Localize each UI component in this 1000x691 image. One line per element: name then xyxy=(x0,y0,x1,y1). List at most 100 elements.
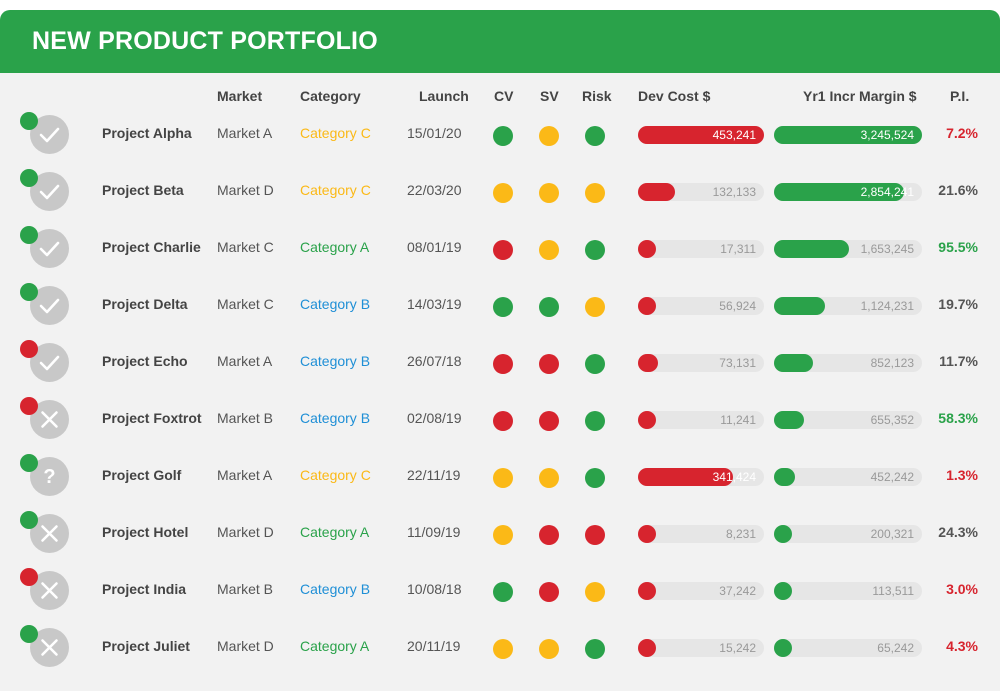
market-cell: Market B xyxy=(217,581,274,597)
dev-cost-value: 37,242 xyxy=(719,584,756,598)
project-name[interactable]: Project India xyxy=(102,581,187,597)
pi-value: 1.3% xyxy=(946,467,978,483)
market-cell: Market A xyxy=(217,353,273,369)
project-name[interactable]: Project Alpha xyxy=(102,125,192,141)
cv-status-dot xyxy=(493,582,513,602)
dev-cost-bar: 8,231 xyxy=(638,525,764,543)
dev-cost-value: 341,424 xyxy=(712,470,756,484)
project-name[interactable]: Project Echo xyxy=(102,353,188,369)
column-header-launch: Launch xyxy=(419,88,469,104)
launch-date: 10/08/18 xyxy=(407,581,462,597)
sv-status-dot xyxy=(539,354,559,374)
status-indicator: ? xyxy=(20,454,70,496)
risk-status-dot xyxy=(585,126,605,146)
pi-value: 11.7% xyxy=(939,353,978,369)
margin-bar: 3,245,524 xyxy=(774,126,922,144)
table-row[interactable]: Project Charlie Market C Category A 08/01/1… xyxy=(0,226,1000,283)
status-indicator xyxy=(20,112,70,154)
risk-status-dot xyxy=(585,183,605,203)
pi-value: 95.5% xyxy=(938,239,978,255)
pi-value: 24.3% xyxy=(938,524,978,540)
table-row[interactable]: Project Hotel Market D Category A 11/09/19 8… xyxy=(0,511,1000,568)
cv-status-dot xyxy=(493,639,513,659)
margin-value: 3,245,524 xyxy=(860,128,914,142)
margin-bar-fill xyxy=(774,411,804,429)
sv-status-dot xyxy=(539,525,559,545)
launch-date: 20/11/19 xyxy=(407,638,461,654)
status-dot xyxy=(20,511,38,529)
pi-value: 3.0% xyxy=(946,581,978,597)
dev-cost-bar: 453,241 xyxy=(638,126,764,144)
margin-value: 852,123 xyxy=(870,356,914,370)
margin-value: 2,854,241 xyxy=(860,185,914,199)
margin-bar: 113,511 xyxy=(774,582,922,600)
margin-bar: 1,653,245 xyxy=(774,240,922,258)
market-cell: Market C xyxy=(217,296,274,312)
risk-status-dot xyxy=(585,582,605,602)
project-name[interactable]: Project Golf xyxy=(102,467,182,483)
table-row[interactable]: Project Beta Market D Category C 22/03/20 13… xyxy=(0,169,1000,226)
launch-date: 08/01/19 xyxy=(407,239,462,255)
category-cell: Category B xyxy=(300,410,371,426)
table-row[interactable]: Project Echo Market A Category B 26/07/18 73… xyxy=(0,340,1000,397)
table-row[interactable]: Project Foxtrot Market B Category B 02/08/1… xyxy=(0,397,1000,454)
status-indicator xyxy=(20,340,70,382)
pi-value: 4.3% xyxy=(946,638,978,654)
dev-cost-bar-fill xyxy=(638,468,733,486)
column-header-pi: P.I. xyxy=(950,88,970,104)
category-cell: Category C xyxy=(300,467,371,483)
cv-status-dot xyxy=(493,354,513,374)
dev-cost-bar: 11,241 xyxy=(638,411,764,429)
category-cell: Category C xyxy=(300,182,371,198)
market-cell: Market D xyxy=(217,524,274,540)
dev-cost-bar-fill xyxy=(638,582,656,600)
table-row[interactable]: Project Alpha Market A Category C 15/01/20 4… xyxy=(0,112,1000,169)
column-header-dev-cost: Dev Cost $ xyxy=(638,88,711,104)
table-row[interactable]: Project Delta Market C Category B 14/03/19 5… xyxy=(0,283,1000,340)
sv-status-dot xyxy=(539,183,559,203)
margin-bar: 452,242 xyxy=(774,468,922,486)
project-name[interactable]: Project Delta xyxy=(102,296,188,312)
dev-cost-value: 15,242 xyxy=(719,641,756,655)
market-cell: Market A xyxy=(217,467,273,483)
risk-status-dot xyxy=(585,411,605,431)
column-header-risk: Risk xyxy=(582,88,612,104)
status-indicator xyxy=(20,625,70,667)
category-cell: Category A xyxy=(300,239,370,255)
margin-bar: 655,352 xyxy=(774,411,922,429)
launch-date: 02/08/19 xyxy=(407,410,462,426)
launch-date: 22/11/19 xyxy=(407,467,461,483)
cv-status-dot xyxy=(493,468,513,488)
project-name[interactable]: Project Juliet xyxy=(102,638,190,654)
dev-cost-bar-fill xyxy=(638,639,656,657)
category-cell: Category B xyxy=(300,353,371,369)
margin-bar-fill xyxy=(774,468,795,486)
status-dot xyxy=(20,625,38,643)
page-title: NEW PRODUCT PORTFOLIO xyxy=(0,10,1000,73)
project-name[interactable]: Project Hotel xyxy=(102,524,189,540)
table-row[interactable]: Project India Market B Category B 10/08/18 3… xyxy=(0,568,1000,625)
launch-date: 26/07/18 xyxy=(407,353,462,369)
sv-status-dot xyxy=(539,468,559,488)
category-cell: Category C xyxy=(300,125,371,141)
market-cell: Market C xyxy=(217,239,274,255)
dev-cost-bar-fill xyxy=(638,525,656,543)
dev-cost-value: 8,231 xyxy=(725,527,756,541)
project-name[interactable]: Project Foxtrot xyxy=(102,410,202,426)
dev-cost-bar-fill xyxy=(638,126,764,144)
market-cell: Market B xyxy=(217,410,274,426)
project-name[interactable]: Project Beta xyxy=(102,182,184,198)
launch-date: 15/01/20 xyxy=(407,125,462,141)
dev-cost-value: 453,241 xyxy=(712,128,756,142)
table-row[interactable]: ? Project Golf Market A Category C 22/11/19 3… xyxy=(0,454,1000,511)
margin-bar-fill xyxy=(774,525,792,543)
margin-bar: 1,124,231 xyxy=(774,297,922,315)
sv-status-dot xyxy=(539,240,559,260)
project-name[interactable]: Project Charlie xyxy=(102,239,201,255)
pi-value: 19.7% xyxy=(938,296,978,312)
status-indicator xyxy=(20,226,70,268)
margin-value: 1,653,245 xyxy=(860,242,914,256)
table-row[interactable]: Project Juliet Market D Category A 20/11/19… xyxy=(0,625,1000,682)
dev-cost-value: 11,241 xyxy=(720,413,756,427)
status-indicator xyxy=(20,397,70,439)
